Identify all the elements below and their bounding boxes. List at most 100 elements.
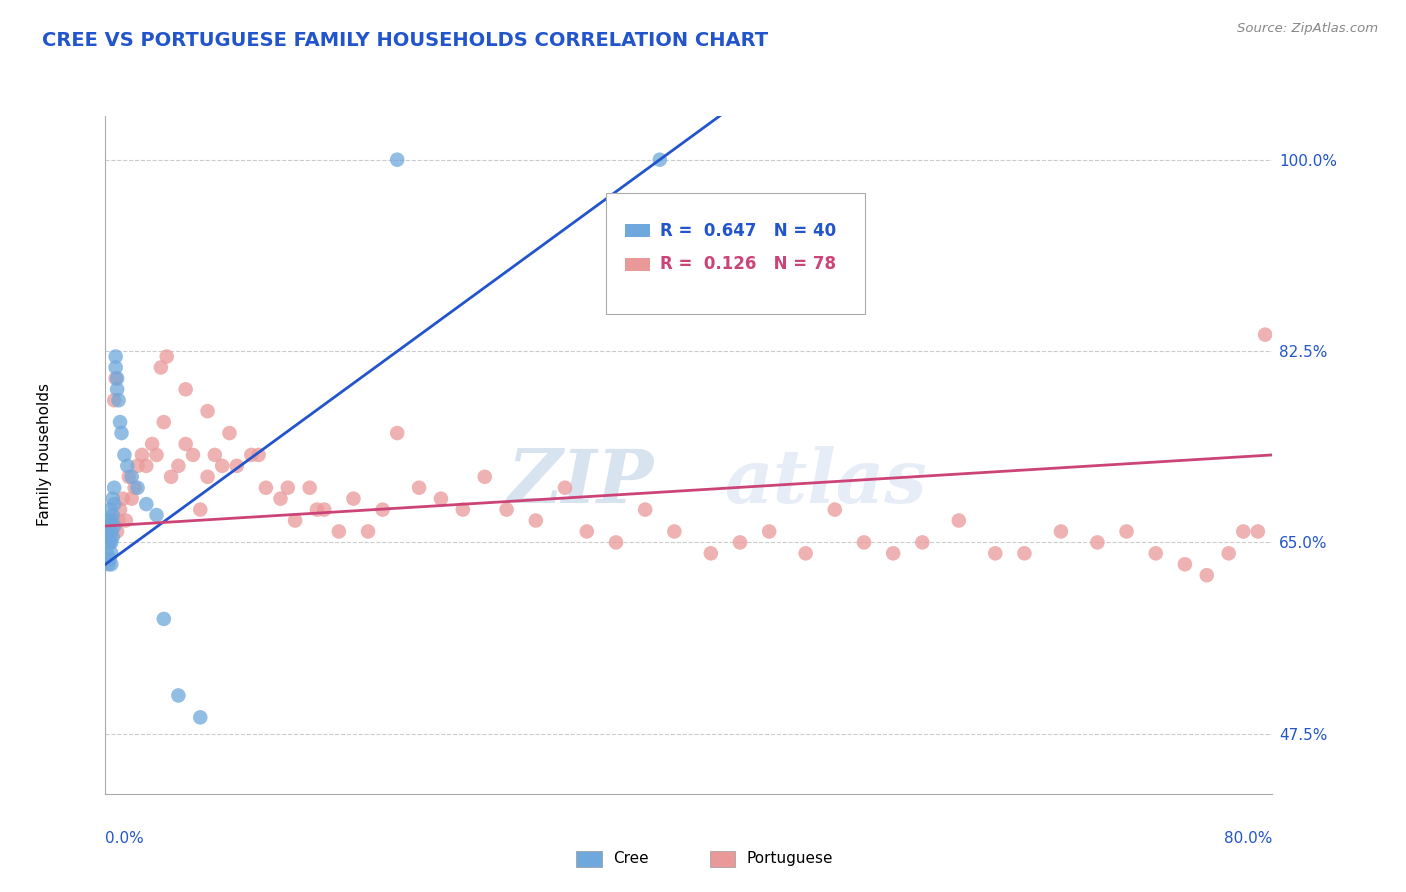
- Point: [1254, 327, 1277, 342]
- Point: [98, 502, 121, 516]
- Point: [254, 481, 277, 495]
- Point: [314, 502, 336, 516]
- Point: [575, 524, 598, 539]
- Point: [160, 470, 183, 484]
- Point: [269, 491, 292, 506]
- Point: [758, 524, 780, 539]
- Point: [700, 546, 723, 560]
- Point: [605, 535, 627, 549]
- Point: [174, 382, 197, 396]
- Point: [100, 524, 122, 539]
- Point: [107, 514, 129, 528]
- Point: [1174, 558, 1197, 572]
- Point: [156, 350, 179, 364]
- Point: [794, 809, 817, 823]
- Point: [385, 153, 408, 167]
- Point: [100, 546, 122, 560]
- Text: 0.0%: 0.0%: [105, 831, 145, 847]
- Point: [103, 481, 125, 495]
- Point: [127, 481, 149, 495]
- Point: [174, 437, 197, 451]
- Text: Source: ZipAtlas.com: Source: ZipAtlas.com: [1237, 22, 1378, 36]
- Point: [305, 502, 328, 516]
- Point: [101, 491, 124, 506]
- Point: [98, 551, 121, 566]
- Point: [451, 502, 474, 516]
- Point: [135, 458, 157, 473]
- Point: [97, 524, 120, 539]
- Point: [247, 448, 270, 462]
- Point: [96, 535, 118, 549]
- Point: [97, 558, 120, 572]
- Point: [1014, 546, 1036, 560]
- Text: atlas: atlas: [724, 446, 927, 518]
- Point: [277, 481, 299, 495]
- Point: [1050, 524, 1073, 539]
- Point: [103, 519, 125, 533]
- Point: [1232, 524, 1254, 539]
- Point: [103, 497, 125, 511]
- Point: [357, 524, 380, 539]
- Point: [141, 437, 163, 451]
- Point: [98, 535, 121, 549]
- Point: [664, 524, 686, 539]
- Text: ZIP: ZIP: [508, 446, 654, 518]
- Point: [115, 514, 138, 528]
- Point: [1115, 524, 1137, 539]
- Point: [188, 710, 211, 724]
- Point: [153, 415, 174, 429]
- Point: [118, 470, 141, 484]
- Point: [218, 425, 240, 440]
- Point: [1144, 546, 1167, 560]
- Point: [104, 360, 127, 375]
- Point: [408, 481, 430, 495]
- Point: [328, 524, 350, 539]
- Point: [107, 393, 129, 408]
- Point: [342, 491, 364, 506]
- Point: [108, 415, 131, 429]
- Point: [149, 360, 172, 375]
- Point: [121, 491, 143, 506]
- Text: Portuguese: Portuguese: [747, 852, 834, 866]
- Point: [96, 546, 118, 560]
- Point: [852, 535, 875, 549]
- Point: [100, 514, 122, 528]
- Point: [101, 508, 124, 522]
- Point: [110, 425, 132, 440]
- Point: [211, 458, 233, 473]
- Point: [127, 458, 149, 473]
- Point: [97, 514, 120, 528]
- Point: [131, 448, 153, 462]
- Point: [1085, 535, 1108, 549]
- Point: [100, 535, 122, 549]
- Point: [105, 524, 128, 539]
- Point: [1247, 524, 1270, 539]
- Text: CREE VS PORTUGUESE FAMILY HOUSEHOLDS CORRELATION CHART: CREE VS PORTUGUESE FAMILY HOUSEHOLDS COR…: [42, 31, 768, 50]
- Point: [634, 502, 657, 516]
- Text: Family Households: Family Households: [38, 384, 52, 526]
- Point: [495, 502, 517, 516]
- Point: [225, 458, 247, 473]
- Point: [1195, 568, 1218, 582]
- Point: [98, 519, 121, 533]
- Point: [145, 508, 167, 522]
- Point: [153, 612, 174, 626]
- Point: [824, 502, 846, 516]
- Point: [882, 546, 904, 560]
- Point: [648, 153, 671, 167]
- Point: [948, 514, 970, 528]
- Point: [204, 448, 226, 462]
- Text: R =  0.647   N = 40: R = 0.647 N = 40: [659, 221, 837, 240]
- Point: [167, 689, 190, 703]
- Text: Cree: Cree: [613, 852, 648, 866]
- Point: [197, 470, 219, 484]
- Point: [145, 448, 167, 462]
- Point: [108, 502, 131, 516]
- Point: [103, 393, 125, 408]
- Point: [284, 514, 307, 528]
- Point: [240, 448, 263, 462]
- Point: [474, 470, 496, 484]
- Point: [135, 497, 157, 511]
- Point: [112, 448, 135, 462]
- Point: [188, 502, 211, 516]
